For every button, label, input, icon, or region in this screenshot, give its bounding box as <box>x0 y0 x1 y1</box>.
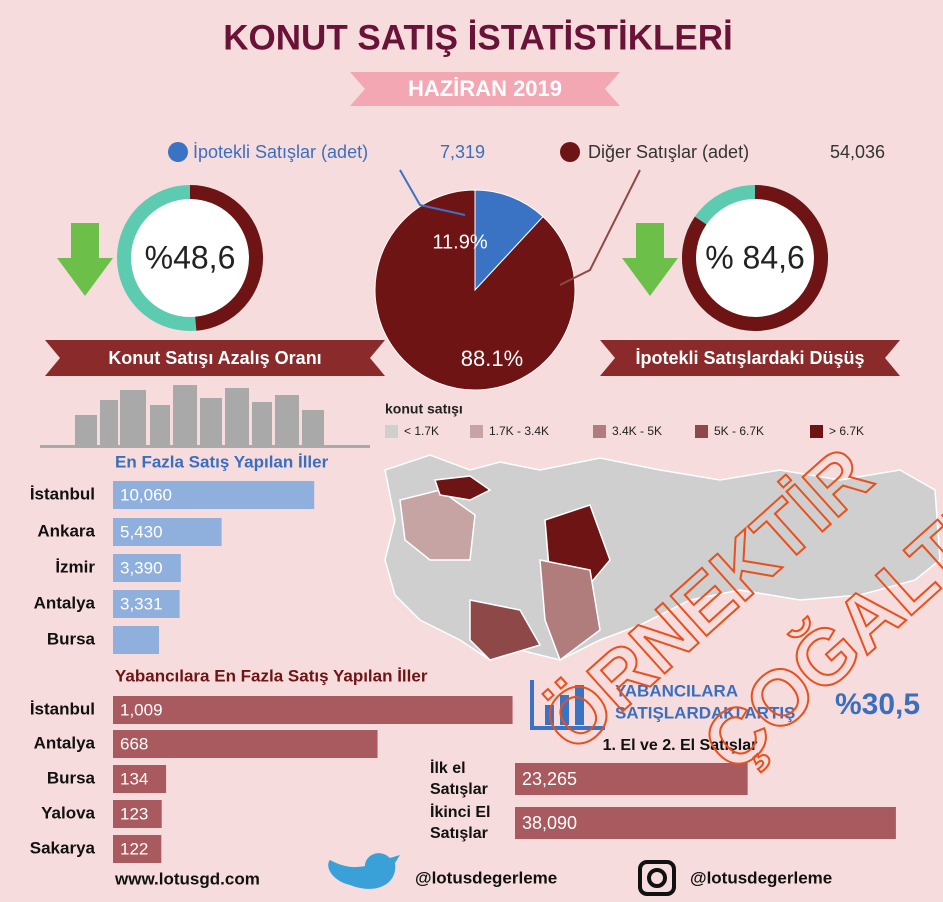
bar-label: 134 <box>120 769 148 788</box>
row-name: İstanbul <box>30 484 95 503</box>
map-title: konut satışı <box>385 401 463 417</box>
bar <box>515 763 748 795</box>
bar <box>113 765 167 793</box>
map-legend-swatch <box>695 425 708 438</box>
bar <box>515 807 896 839</box>
row-name: Satışlar <box>430 781 488 798</box>
chart-icon <box>530 680 605 730</box>
pie-slice <box>474 189 544 292</box>
map-legend-swatch <box>593 425 606 438</box>
row-name: Sakarya <box>30 838 96 857</box>
row-name: İzmir <box>55 557 95 576</box>
row-name: Yalova <box>41 803 95 822</box>
gauge-value: %48,6 <box>145 239 236 275</box>
gauge-arc <box>682 185 828 331</box>
down-arrow <box>57 223 113 296</box>
legend-swatch <box>560 142 580 162</box>
row-name: Ankara <box>37 521 95 540</box>
bar-label: 3,331 <box>120 594 163 613</box>
gauge-caption: İpotekli Satışlardaki Düşüş <box>635 348 864 368</box>
row-name: İstanbul <box>30 699 95 718</box>
leader-line <box>399 169 466 216</box>
bar-label: 10,060 <box>120 485 172 504</box>
map-legend-swatch <box>385 425 398 438</box>
map-legend-label: 1.7K - 3.4K <box>489 424 549 438</box>
bar-label: 3,390 <box>120 558 163 577</box>
bar-label: 38,090 <box>522 813 577 833</box>
increase-text: SATIŞLARDAKI ARTIŞ <box>615 703 795 722</box>
bar-label: 668 <box>120 734 148 753</box>
bar <box>113 554 181 582</box>
bar <box>113 800 162 828</box>
bar <box>113 696 513 724</box>
legend-label: İpotekli Satışlar (adet) <box>193 142 368 162</box>
bar <box>113 730 378 758</box>
bar-label: 122 <box>120 839 148 858</box>
row-name: Satışlar <box>430 825 488 842</box>
bar <box>113 481 315 509</box>
instagram-icon <box>638 860 676 896</box>
map-legend-label: 5K - 6.7K <box>714 424 764 438</box>
subtitle-ribbon <box>350 72 620 106</box>
website: www.lotusgd.com <box>114 869 260 888</box>
row-name: İkinci El <box>430 803 490 821</box>
leader-line <box>559 169 641 286</box>
bar <box>113 835 162 863</box>
increase-value: %30,5 <box>835 688 920 721</box>
gauge-arc <box>189 185 263 331</box>
bar-label: 23,265 <box>522 769 577 789</box>
bar-label: 5,430 <box>120 522 163 541</box>
map-legend-swatch <box>810 425 823 438</box>
row-name: Bursa <box>47 768 96 787</box>
section-title: Yabancılara En Fazla Satış Yapılan İller <box>115 666 428 685</box>
gauge-caption: Konut Satışı Azalış Oranı <box>108 348 321 368</box>
subtitle: HAZİRAN 2019 <box>408 76 562 101</box>
map-legend-label: > 6.7K <box>829 424 864 438</box>
legend-count: 7,319 <box>440 142 485 162</box>
bar-label: 1,009 <box>120 700 163 719</box>
bar <box>113 590 180 618</box>
increase-text: YABANCILARA <box>615 681 738 700</box>
caption-ribbon <box>600 340 900 376</box>
row-name: Antalya <box>34 593 96 612</box>
row-name: Bursa <box>47 629 96 648</box>
section-title: En Fazla Satış Yapılan İller <box>115 452 329 471</box>
title: KONUT SATIŞ İSTATİSTİKLERİ <box>223 18 732 57</box>
section-title: 1. El ve 2. El Satışlar <box>603 737 758 754</box>
pie-slice <box>374 189 576 391</box>
twitter-icon <box>328 853 400 889</box>
bar-label: 123 <box>120 804 148 823</box>
row-name: Antalya <box>34 733 96 752</box>
caption-ribbon <box>45 340 385 376</box>
legend-swatch <box>168 142 188 162</box>
instagram-handle: @lotusdegerleme <box>690 868 832 887</box>
bar <box>113 518 222 546</box>
pie-label: 88.1% <box>461 346 523 371</box>
turkey-map <box>384 454 941 662</box>
twitter-handle: @lotusdegerleme <box>415 868 557 887</box>
map-legend-swatch <box>470 425 483 438</box>
bar <box>113 626 159 654</box>
gauge-value: % 84,6 <box>705 239 805 275</box>
pie-label: 11.9% <box>432 231 487 253</box>
legend-label: Diğer Satışlar (adet) <box>588 142 749 162</box>
map-legend-label: < 1.7K <box>404 424 439 438</box>
map-legend-label: 3.4K - 5K <box>612 424 662 438</box>
down-arrow <box>622 223 678 296</box>
row-name: İlk el <box>430 759 466 777</box>
buildings-icon <box>40 385 370 448</box>
legend-count: 54,036 <box>830 142 885 162</box>
